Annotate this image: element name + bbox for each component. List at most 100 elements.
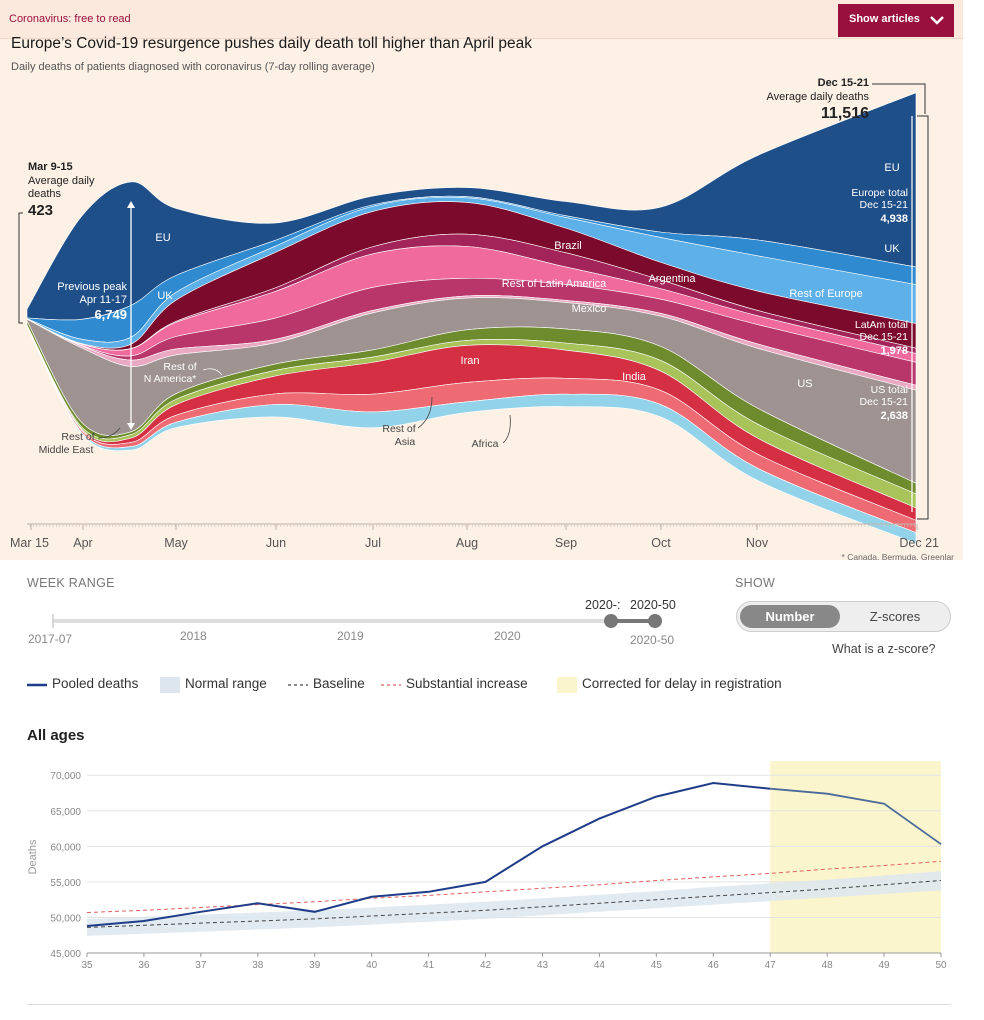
peak-marker-arrow-down (127, 423, 135, 430)
annotation-value: 423 (28, 202, 53, 219)
y-tick-label: 55,000 (50, 878, 81, 889)
series-label: Africa (472, 438, 499, 450)
chart-subtitle: Daily deaths of patients diagnosed with … (11, 61, 375, 73)
banner: Coronavirus: free to read (0, 0, 963, 39)
leader-line (202, 368, 223, 376)
x-tick-label: 46 (708, 960, 720, 971)
series-label: India (622, 371, 647, 383)
x-tick-label: 43 (537, 960, 549, 971)
x-tick-label: Aug (456, 536, 478, 550)
annotation-value: 4,938 (880, 213, 908, 225)
x-tick-label: Dec 21 (899, 536, 939, 550)
ft-chart-panel: Mar 15 Apr May Jun Jul Aug Sep Oct Nov Dec 21 * Ca… (0, 0, 963, 560)
toggle-z-scores[interactable]: Z-scores (869, 609, 921, 624)
x-tick-label: 49 (879, 960, 891, 971)
series-label: UK (884, 243, 900, 255)
series-label: Middle East (39, 444, 94, 456)
chart-title: Europe’s Covid-19 resurgence pushes dail… (11, 35, 533, 52)
legend-baseline: Baseline (313, 676, 365, 691)
slider-track (53, 619, 657, 623)
dec-leader (872, 83, 926, 114)
year-label: 2018 (180, 629, 207, 643)
x-tick-label: Jun (266, 536, 286, 550)
mar-bracket (18, 212, 23, 324)
substantial-increase-line (86, 860, 942, 913)
show-label: SHOW (735, 576, 776, 590)
stream-layer (26, 326, 917, 544)
annotation-body: Average daily deaths (766, 91, 869, 103)
normal-range-band (87, 871, 941, 936)
series-label: Iran (461, 355, 480, 367)
dec-bracket (917, 115, 929, 520)
annotation-body: Dec 15-21 (860, 331, 909, 343)
normal-swatch (160, 677, 180, 693)
x-tick-label: 45 (651, 960, 663, 971)
series-label: US (797, 378, 812, 390)
y-tick-label: 65,000 (50, 807, 81, 818)
leader-line (97, 427, 121, 439)
chevron-down-icon (930, 16, 944, 25)
slider-right-handle[interactable] (648, 614, 662, 628)
year-label: 2019 (337, 629, 364, 643)
week-range-slider: 2020-: 2020-50 (52, 598, 676, 628)
x-tick-label: Apr (73, 536, 92, 550)
pooled-deaths-line (86, 781, 771, 927)
corrected-swatch (557, 677, 577, 693)
y-axis-label: Deaths (27, 839, 39, 874)
footnote: * Canada, Bermuda, Greenlar (842, 552, 955, 560)
x-tick-label: 39 (309, 960, 321, 971)
peak-marker-arrow-up (127, 201, 135, 208)
series-label: Rest of Latin America (502, 278, 607, 290)
x-tick-label: May (164, 536, 188, 550)
legend-pooled: Pooled deaths (52, 676, 139, 691)
series-label: Rest of (61, 431, 94, 443)
series-label: Asia (395, 436, 416, 448)
x-tick-label: 37 (195, 960, 207, 971)
show-articles-button[interactable]: Show articles (838, 4, 954, 37)
x-tick-label: Jul (365, 536, 381, 550)
leader-line (417, 396, 433, 429)
bottom-divider (27, 1004, 951, 1005)
x-tick-label: 35 (81, 960, 93, 971)
series-label: Rest of (163, 361, 196, 373)
annotation-body: deaths (28, 188, 62, 200)
x-tick-label: 38 (252, 960, 264, 971)
y-tick-label: 45,000 (50, 949, 81, 960)
x-tick-label: 44 (594, 960, 606, 971)
series-label: UK (157, 290, 173, 302)
slider-selected-range (611, 619, 655, 623)
x-tick-label: Sep (555, 536, 577, 550)
y-tick-label: 70,000 (50, 771, 81, 782)
year-label: 2020-50 (630, 633, 675, 647)
series-label: N America* (144, 373, 197, 385)
x-tick-label: 42 (480, 960, 492, 971)
show-toggle: Number Z-scores (736, 601, 951, 632)
streamgraph: Mar 15 Apr May Jun Jul Aug Sep Oct Nov Dec 21 * Ca… (10, 77, 955, 560)
toggle-number[interactable]: Number (740, 605, 840, 628)
year-label: 2017-07 (28, 632, 73, 646)
handle-left-label: 2020-: (585, 598, 620, 612)
annotation-head: LatAm total (855, 319, 908, 331)
week-range-label: WEEK RANGE (27, 576, 115, 590)
annotation-head: Previous peak (57, 281, 127, 293)
handle-right-label: 2020-50 (630, 598, 676, 612)
annotation-head: Mar 9-15 (28, 161, 73, 173)
zscore-link[interactable]: What is a z-score? (832, 642, 936, 656)
annotation-value: 1,978 (880, 345, 908, 357)
banner-text[interactable]: Coronavirus: free to read (9, 13, 131, 25)
x-tick-label: 50 (935, 960, 947, 971)
annotation-value: 6,749 (94, 307, 127, 322)
annotation-head: Europe total (851, 187, 908, 199)
x-tick-label: Oct (651, 536, 671, 550)
annotation-value: 11,516 (821, 105, 869, 122)
y-tick-label: 60,000 (50, 842, 81, 853)
slider-left-handle[interactable] (604, 614, 618, 628)
corrected-band (770, 761, 941, 953)
annotation-head: Dec 15-21 (818, 77, 869, 89)
x-tick-label: 47 (765, 960, 777, 971)
x-tick-label: 36 (138, 960, 150, 971)
series-label: Argentina (648, 273, 696, 285)
year-label: 2020 (494, 629, 521, 643)
annotation-body: Apr 11-17 (80, 294, 128, 306)
annotation-value: 2,638 (880, 410, 908, 422)
